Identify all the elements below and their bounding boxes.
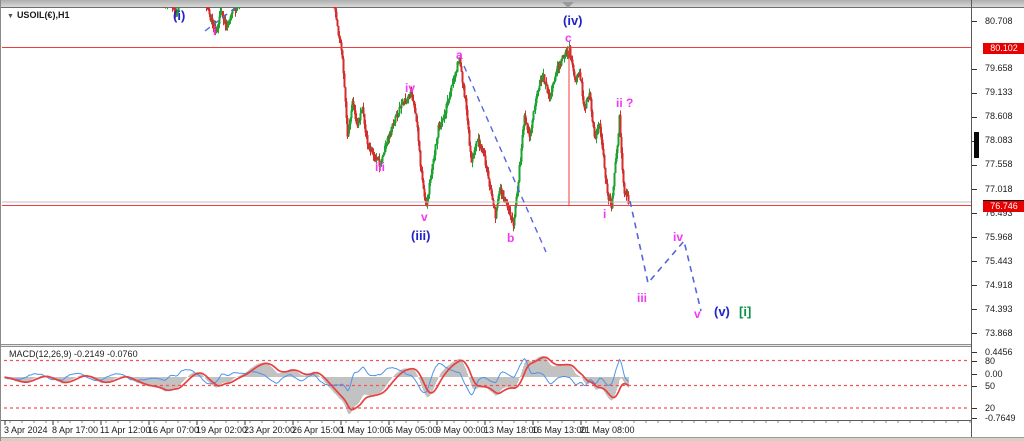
price-tick-label: 74.393 <box>985 303 1013 314</box>
trendline-2[interactable] <box>463 65 547 253</box>
price-tickmark <box>972 237 977 239</box>
candlesticks <box>163 7 630 232</box>
time-tick-label: 16 May 13:00 <box>532 425 587 435</box>
wave-label-i[interactable]: i <box>603 207 607 221</box>
price-tickmark <box>972 68 977 70</box>
macd-tickmark <box>972 352 977 353</box>
macd-pane[interactable] <box>4 356 970 414</box>
price-tick-label: 74.918 <box>985 279 1013 290</box>
wave-label-v[interactable]: v <box>421 210 428 224</box>
price-tick-label: 75.443 <box>985 255 1013 266</box>
wave-label-(v)[interactable]: (v) <box>714 304 730 319</box>
price-tickmark <box>972 309 977 311</box>
macd-tickmark <box>972 408 977 409</box>
wave-label-ii[interactable]: ii ? <box>616 96 634 110</box>
wave-label-iv[interactable]: iv <box>673 230 684 244</box>
wave-label-i[interactable]: i <box>213 24 217 38</box>
chart-top-border <box>1 0 1024 8</box>
price-axis-border <box>971 0 972 437</box>
time-tick-label: 1 May 10:00 <box>340 425 390 435</box>
price-tickmark <box>972 261 977 263</box>
macd-signal-line <box>4 356 629 411</box>
macd-plot <box>4 356 970 414</box>
time-tick-label: 23 Apr 20:00 <box>244 425 296 435</box>
price-tickmark <box>972 164 977 166</box>
time-tick-label: 19 Apr 02:00 <box>196 425 248 435</box>
price-tick-label: 75.968 <box>985 231 1013 242</box>
time-tick-label: 3 Apr 2024 <box>4 425 48 435</box>
price-tick-label: 80.708 <box>985 15 1013 26</box>
wave-label-(iv)[interactable]: (iv) <box>563 13 583 28</box>
price-tick-label: 77.018 <box>985 183 1013 194</box>
price-tick-label: 76.493 <box>985 207 1013 218</box>
price-tick-label: 78.608 <box>985 111 1013 122</box>
macd-indicator-label: MACD(12,26,9) -0.2149 -0.0760 <box>9 349 138 359</box>
time-tick-label: 16 Apr 07:00 <box>148 425 200 435</box>
macd-axis-label: -0.7649 <box>985 412 1016 423</box>
time-tick-label: 13 May 18:00 <box>484 425 539 435</box>
price-pane[interactable] <box>2 0 971 312</box>
wave-label-(iii)[interactable]: (iii) <box>411 228 431 243</box>
wave-label-iii[interactable]: iii <box>375 160 386 174</box>
price-tickmark <box>972 21 977 22</box>
time-tick-label: 6 May 05:00 <box>388 425 438 435</box>
time-tick-label: 9 May 00:00 <box>436 425 486 435</box>
price-tickmark <box>972 92 977 94</box>
macd-tickmark <box>972 361 977 362</box>
analysis-objects[interactable] <box>2 5 971 312</box>
macd-axis-label: 0.00 <box>985 368 1003 379</box>
macd-pane-border <box>1 420 971 421</box>
time-tick-label: 21 May 08:00 <box>580 425 635 435</box>
window-bottom-edge <box>1 437 1024 441</box>
price-badge-80.102: 80.102 <box>983 43 1024 55</box>
price-badge-76.746: 76.746 <box>983 200 1024 212</box>
pane-separator[interactable] <box>1 344 971 347</box>
macd-axis-label: 20 <box>985 402 996 413</box>
price-tickmark <box>972 213 977 215</box>
wave-label-iii[interactable]: iii <box>637 291 648 305</box>
price-tick-label: 79.133 <box>985 87 1013 98</box>
axis-scale-marker[interactable] <box>974 132 979 158</box>
dropdown-arrow-icon: ▼ <box>7 13 14 20</box>
macd-tickmark <box>972 386 977 387</box>
price-tick-label: 78.083 <box>985 135 1013 146</box>
wave-label-iv[interactable]: iv <box>405 81 416 95</box>
wave-label-[i][interactable]: [i] <box>739 304 752 319</box>
macd-axis-label: 0.4456 <box>985 346 1013 357</box>
forecast-path[interactable] <box>629 200 702 312</box>
symbol-timeframe-label[interactable]: ▼ USOIL(€),H1 <box>7 10 70 20</box>
wave-label-a[interactable]: a <box>456 48 463 62</box>
price-tickmark <box>972 189 977 191</box>
macd-line <box>4 357 629 396</box>
price-tickmark <box>972 116 977 118</box>
price-tickmark <box>972 285 977 287</box>
trendline-1[interactable] <box>204 5 239 32</box>
price-tick-label: 77.558 <box>985 159 1013 170</box>
macd-axis-label: 50 <box>985 380 996 391</box>
chart-shift-marker-icon[interactable] <box>562 2 574 8</box>
price-tick-label: 79.658 <box>985 63 1013 74</box>
price-tick-label: 73.868 <box>985 327 1013 338</box>
price-tickmark <box>972 333 977 335</box>
time-tick-label: 8 Apr 17:00 <box>52 425 99 435</box>
macd-tickmark <box>972 374 977 375</box>
time-tick-label: 11 Apr 12:00 <box>100 425 151 435</box>
macd-axis-label: 80 <box>985 355 996 366</box>
time-tick-label: 26 Apr 15:00 <box>292 425 344 435</box>
wave-label-b[interactable]: b <box>507 231 515 245</box>
wave-label-(i)[interactable]: (i) <box>173 8 186 23</box>
macd-tickmark <box>972 418 977 419</box>
axis-tickmarks <box>4 421 971 425</box>
wave-label-v[interactable]: v <box>694 307 701 321</box>
wave-label-c[interactable]: c <box>565 31 572 45</box>
